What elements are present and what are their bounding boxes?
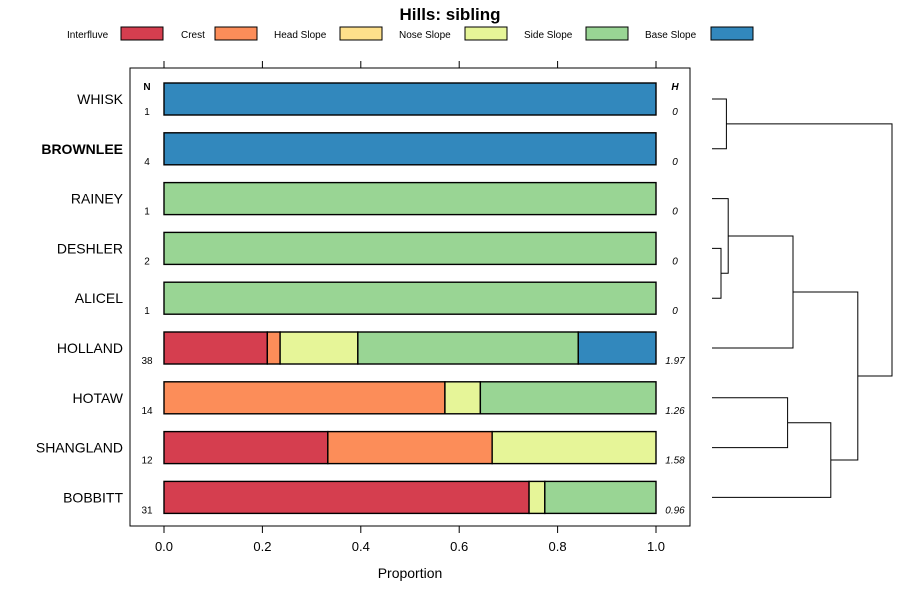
legend-swatch (710, 26, 754, 41)
row-h-value: 0 (672, 207, 678, 218)
dendrogram-branch (793, 291, 859, 461)
bar-segment (279, 331, 359, 365)
row-label: SHANGLAND (36, 440, 123, 456)
row-label: BROWNLEE (41, 141, 123, 157)
dendrogram-branch (712, 397, 789, 449)
bar-segment (163, 381, 446, 415)
row-label: HOLLAND (57, 340, 123, 356)
dendrogram-branch (726, 123, 893, 377)
bar-segment (163, 480, 530, 515)
legend-label: Nose Slope (399, 30, 451, 41)
row-n-count: 2 (144, 256, 150, 267)
panel-border (129, 67, 691, 527)
row-label: WHISK (77, 91, 124, 107)
row-n-count: 4 (144, 157, 150, 168)
dendrogram-branch (712, 198, 729, 274)
legend-swatch (214, 26, 258, 41)
bar-segment (577, 331, 657, 365)
n-column-header: N (143, 82, 150, 93)
legend-swatch (339, 26, 383, 41)
x-axis: 0.0 0.2 0.4 0.6 0.8 1.0 (155, 526, 665, 554)
row-h-value: 0 (672, 157, 678, 168)
legend-label: Interfluve (67, 30, 109, 41)
legend-label: Side Slope (524, 30, 573, 41)
x-tick-label: 0.4 (352, 539, 370, 554)
x-tick-label: 0.8 (549, 539, 567, 554)
legend-label: Head Slope (274, 30, 327, 41)
bar-segment (357, 331, 579, 365)
bar-segment (163, 281, 657, 315)
x-tick-label: 1.0 (647, 539, 665, 554)
bar-segment (544, 480, 657, 515)
dendrogram-branch (712, 247, 722, 299)
row-h-value: 0.96 (665, 505, 685, 516)
bar-segment (528, 480, 546, 515)
legend-swatch (120, 26, 164, 41)
x-tick-label: 0.0 (155, 539, 173, 554)
row-h-value: 1.97 (665, 356, 685, 367)
dendrogram-branch (712, 235, 794, 349)
chart-title: Hills: sibling (399, 5, 500, 24)
row-label: BOBBITT (63, 489, 123, 505)
bar-segment (163, 331, 269, 365)
row-h-value: 0 (672, 306, 678, 317)
row-label: ALICEL (75, 290, 123, 306)
row-label: HOTAW (72, 390, 123, 406)
row-n-count: 1 (144, 107, 150, 118)
row-n-count: 1 (144, 207, 150, 218)
x-tick-label: 0.2 (253, 539, 271, 554)
bar-segment (163, 132, 657, 166)
legend-swatch (464, 26, 508, 41)
bar-segment (444, 381, 482, 415)
row-label: DESHLER (57, 240, 123, 256)
dendrogram-branch (712, 422, 832, 498)
legend: Interfluve Crest Head Slope Nose Slope Side … (67, 26, 754, 41)
dendrogram (712, 98, 893, 498)
legend-swatch (585, 26, 629, 41)
bar-segment (163, 231, 657, 266)
bar-segment (491, 430, 657, 465)
row-h-value: 1.26 (665, 406, 685, 417)
h-column-header: H (671, 82, 679, 93)
row-n-count: 1 (144, 306, 150, 317)
legend-label: Crest (181, 30, 205, 41)
x-axis-title: Proportion (378, 565, 443, 581)
row-n-count: 14 (141, 406, 153, 417)
row-label: RAINEY (71, 191, 124, 207)
row-h-value: 0 (672, 107, 678, 118)
row-h-value: 1.58 (665, 456, 685, 467)
bar-segment (163, 82, 657, 116)
bar-segment (163, 181, 657, 216)
bar-segment (266, 331, 281, 365)
bar-segment (327, 430, 493, 465)
row-n-count: 31 (141, 505, 153, 516)
legend-label: Base Slope (645, 30, 697, 41)
x-tick-label: 0.6 (450, 539, 468, 554)
bar-segment (163, 430, 329, 465)
dendrogram-branch (712, 98, 727, 150)
row-n-count: 38 (141, 356, 153, 367)
row-n-count: 12 (141, 456, 153, 467)
bar-segment (479, 381, 657, 415)
bar-rows: WHISK 1 0 BROWNLEE 4 0 RAINEY 1 0 DESHLER 2 0 ALICEL… (36, 82, 685, 516)
top-axis-ticks (163, 61, 657, 68)
row-h-value: 0 (672, 256, 678, 267)
plot-panel: N H (129, 67, 691, 527)
